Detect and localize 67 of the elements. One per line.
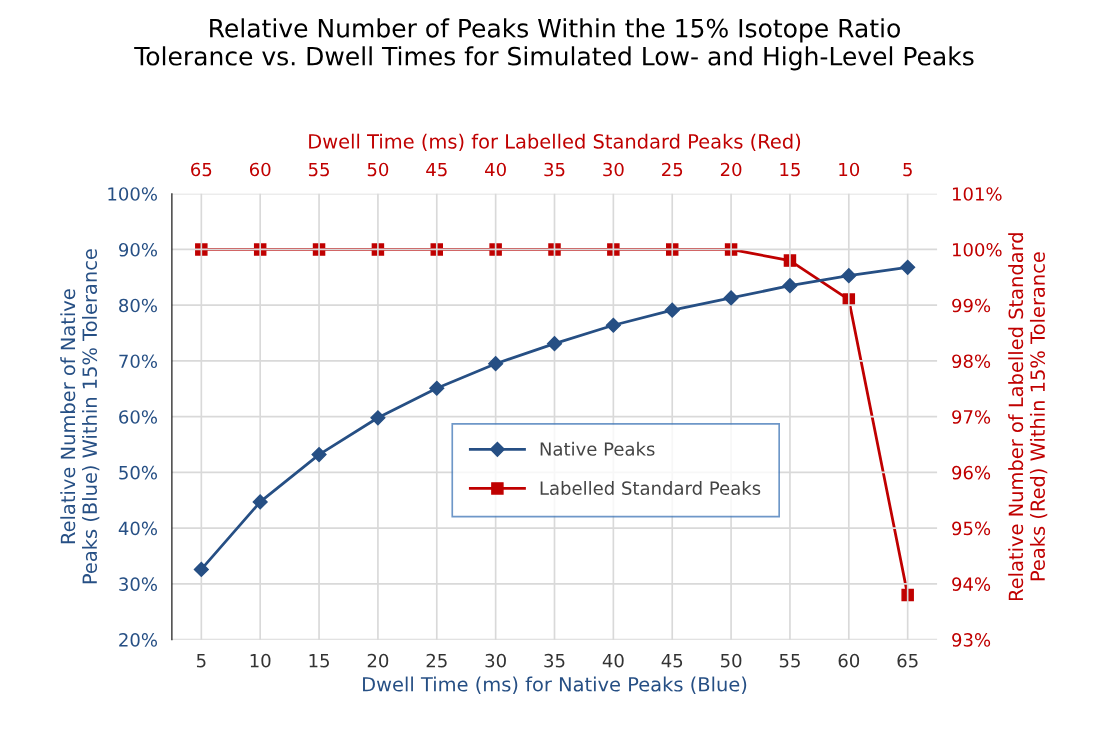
point <box>546 336 563 352</box>
y-tick-label: 90% <box>119 242 158 257</box>
x2-tick-label: 30 <box>603 162 624 177</box>
x2-tick-label: 10 <box>839 162 860 177</box>
y2-tick-label: 100% <box>952 242 1002 257</box>
y2-axis-title: Relative Number of Labelled Standard Peaks (Red) Within 15% Tolerance <box>1008 233 1048 601</box>
point <box>193 561 209 577</box>
x2-tick-label: 15 <box>780 162 800 177</box>
y-tick-label: 50% <box>119 465 158 480</box>
x2-tick-label: 5 <box>903 162 912 177</box>
x-tick-label: 5 <box>196 654 206 668</box>
y-tick-label: 60% <box>119 410 158 424</box>
y2-tick-label: 101% <box>952 187 1002 201</box>
point <box>252 494 268 510</box>
y2-tick-label: 95% <box>952 521 991 536</box>
x2-tick-label: 40 <box>485 162 506 177</box>
y-tick-label: 80% <box>119 298 158 313</box>
x2-tick-label: 45 <box>426 162 447 177</box>
y2-tick-label: 98% <box>952 354 991 369</box>
x-tick-label: 40 <box>602 653 624 668</box>
x-tick-label: 55 <box>779 654 800 668</box>
y-tick-label: 70% <box>119 354 158 369</box>
x2-tick-label: 50 <box>367 162 389 177</box>
x-tick-label: 65 <box>897 653 918 668</box>
x2-tick-label: 60 <box>249 162 271 177</box>
point <box>723 290 739 306</box>
y-tick-label: 40% <box>118 521 158 536</box>
x2-axis-title: Dwell Time (ms) for Labelled Standard Peaks (Red) <box>309 133 801 152</box>
x-tick-label: 20 <box>367 653 389 668</box>
x2-tick-label: 20 <box>720 162 742 177</box>
point <box>605 317 621 333</box>
x2-tick-label: 55 <box>308 162 329 177</box>
point <box>548 243 561 256</box>
point <box>841 268 857 284</box>
x-tick-label: 50 <box>720 653 742 668</box>
y-axis-title: Relative Number of Native Peaks (Blue) Within 15% Tolerance <box>60 249 100 584</box>
legend-label: Labelled Standard Peaks <box>540 481 761 495</box>
y2-tick-label: 94% <box>952 577 991 591</box>
x2-tick-label: 35 <box>544 162 565 177</box>
point <box>782 278 798 294</box>
x-axis-title: Dwell Time (ms) for Native Peaks (Blue) <box>363 676 747 694</box>
y-tick-label: 100% <box>108 187 158 201</box>
y-tick-label: 30% <box>119 577 158 591</box>
x-tick-label: 35 <box>544 653 565 668</box>
x-tick-label: 10 <box>250 653 271 668</box>
y2-tick-label: 97% <box>952 410 991 424</box>
y2-tick-label: 93% <box>952 633 991 647</box>
point <box>488 356 504 372</box>
point <box>370 410 386 426</box>
x2-tick-label: 65 <box>191 162 212 177</box>
point <box>664 302 680 318</box>
y-tick-label: 20% <box>119 633 158 647</box>
x-tick-label: 60 <box>838 653 860 668</box>
legend-label: Native Peaks <box>540 441 655 456</box>
y2-tick-label: 99% <box>952 298 991 313</box>
y2-tick-label: 96% <box>952 465 991 480</box>
point <box>429 380 445 396</box>
x-tick-label: 25 <box>426 653 447 668</box>
x-tick-label: 45 <box>661 654 683 668</box>
x2-tick-label: 25 <box>662 162 683 177</box>
point <box>489 243 502 256</box>
point <box>607 243 620 256</box>
x-tick-label: 15 <box>309 654 329 668</box>
point <box>311 447 327 463</box>
chart-title: Relative Number of Peaks Within the 15% Isotope Ratio Tolerance vs. Dwell Times for Simulated Low- and High-Level Peaks <box>134 18 974 71</box>
point <box>900 259 916 275</box>
x-tick-label: 30 <box>485 653 506 668</box>
